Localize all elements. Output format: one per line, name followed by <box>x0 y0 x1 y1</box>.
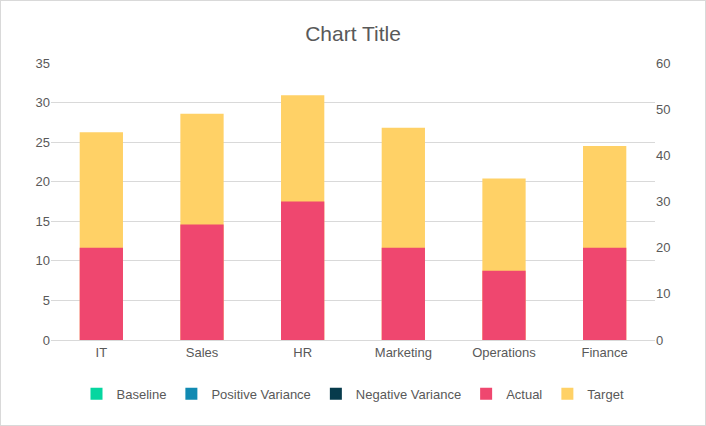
svg-text:Positive Variance: Positive Variance <box>211 387 310 402</box>
svg-text:20: 20 <box>656 240 670 255</box>
svg-text:HR: HR <box>293 345 312 360</box>
svg-text:20: 20 <box>36 174 50 189</box>
svg-text:Chart Title: Chart Title <box>305 22 401 45</box>
svg-text:10: 10 <box>36 253 50 268</box>
svg-text:Target: Target <box>587 387 624 402</box>
svg-text:30: 30 <box>656 194 670 209</box>
svg-text:0: 0 <box>43 333 50 348</box>
svg-text:Actual: Actual <box>506 387 542 402</box>
svg-text:30: 30 <box>36 95 50 110</box>
svg-text:Negative Variance: Negative Variance <box>356 387 461 402</box>
svg-text:60: 60 <box>656 56 670 71</box>
svg-text:IT: IT <box>96 345 108 360</box>
svg-text:35: 35 <box>36 56 50 71</box>
svg-text:15: 15 <box>36 214 50 229</box>
svg-text:10: 10 <box>656 286 670 301</box>
svg-text:25: 25 <box>36 135 50 150</box>
svg-text:0: 0 <box>656 333 663 348</box>
svg-text:Marketing: Marketing <box>375 345 432 360</box>
svg-text:5: 5 <box>43 293 50 308</box>
svg-text:50: 50 <box>656 102 670 117</box>
svg-text:Sales: Sales <box>186 345 219 360</box>
svg-text:Baseline: Baseline <box>117 387 167 402</box>
svg-text:Operations: Operations <box>472 345 536 360</box>
svg-text:Finance: Finance <box>582 345 628 360</box>
svg-text:40: 40 <box>656 148 670 163</box>
